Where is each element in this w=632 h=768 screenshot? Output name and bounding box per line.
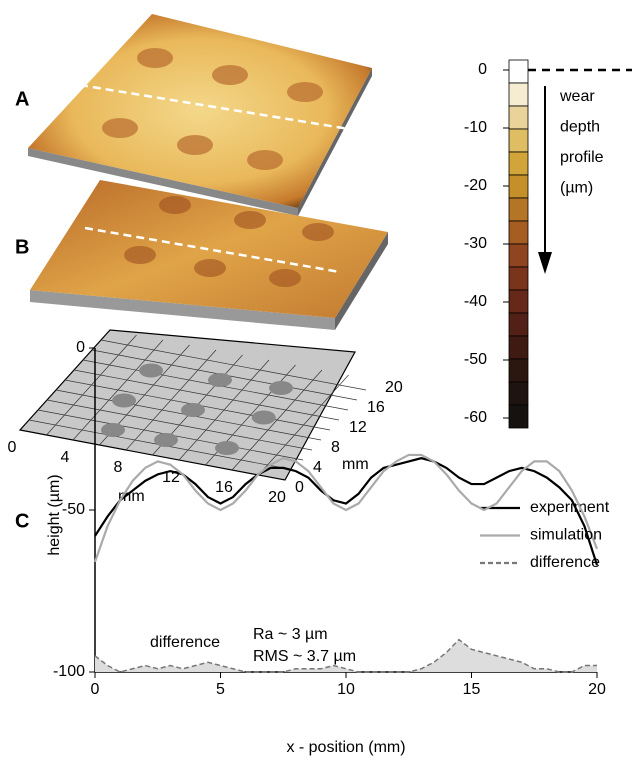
- legend-label: simulation: [530, 527, 602, 544]
- wear-spot: [251, 410, 276, 425]
- wear-spot: [181, 403, 205, 417]
- surface-a: [28, 14, 372, 216]
- color-swatch: [508, 358, 529, 383]
- wear-spot: [101, 423, 125, 437]
- map-grid-line: [100, 339, 367, 391]
- panel-label: B: [15, 236, 29, 258]
- legend-label: experiment: [530, 499, 610, 516]
- color-swatch: [508, 151, 529, 176]
- color-swatch: [508, 243, 529, 268]
- wear-spot: [112, 393, 137, 408]
- color-swatch: [508, 220, 529, 245]
- color-swatch: [508, 82, 529, 107]
- colorbar-tick-label: -30: [464, 235, 487, 252]
- colorbar-label: profile: [560, 149, 604, 166]
- map-y-tick-label: 4: [313, 459, 322, 476]
- map-x-tick-label: 16: [215, 479, 233, 496]
- map-y-tick-label: 0: [295, 479, 304, 496]
- colorbar-tick-label: -60: [464, 409, 487, 426]
- map-grid-line: [231, 369, 323, 471]
- series-line: [93, 453, 599, 563]
- wear-spot: [215, 441, 239, 455]
- color-swatch: [508, 174, 529, 199]
- map-x-tick-label: 20: [268, 489, 286, 506]
- color-swatch: [508, 381, 529, 406]
- map-grid-line: [178, 359, 270, 461]
- series-line: [94, 638, 597, 673]
- x-tick-label: 20: [588, 681, 606, 698]
- colorbar-tick-label: -10: [464, 119, 487, 136]
- y-tick-label: -100: [53, 663, 85, 680]
- color-swatch: [508, 197, 529, 222]
- x-axis-label: x - position (mm): [286, 739, 405, 756]
- color-swatch: [508, 404, 529, 429]
- y-axis-label: height (µm): [46, 474, 63, 555]
- surface-b: [30, 180, 388, 330]
- color-swatch: [508, 59, 529, 84]
- map-grid-line: [73, 369, 340, 421]
- map-y-tick-label: 8: [331, 439, 340, 456]
- colorbar-label: depth: [560, 119, 600, 136]
- map-x-tick-label: 0: [8, 439, 17, 456]
- colorbar-tick-label: -20: [464, 177, 487, 194]
- wear-spot: [208, 373, 232, 387]
- wear-spot: [269, 381, 293, 395]
- color-swatch: [508, 105, 529, 130]
- x-tick-label: 15: [463, 681, 481, 698]
- annotation: difference: [150, 634, 220, 651]
- panel-label: A: [15, 88, 29, 110]
- wear-spot: [154, 433, 178, 447]
- y-tick-label: -50: [62, 501, 85, 518]
- annotation: Ra ~ 3 µm: [253, 626, 328, 643]
- panel-label: C: [15, 510, 29, 532]
- colorbar-label: wear: [559, 88, 595, 105]
- colorbar-tick-label: -50: [464, 351, 487, 368]
- color-swatch: [508, 128, 529, 153]
- color-swatch: [508, 289, 529, 314]
- map-x-tick-label: 8: [114, 459, 123, 476]
- color-swatch: [508, 335, 529, 360]
- legend-label: difference: [530, 554, 600, 571]
- map-grid-line: [258, 374, 349, 476]
- x-tick-label: 0: [91, 681, 100, 698]
- color-swatch: [508, 266, 529, 291]
- x-tick-label: 10: [337, 681, 355, 698]
- map-x-tick-label: 4: [61, 449, 70, 466]
- colorbar-tick-label: -40: [464, 293, 487, 310]
- difference-area: [95, 639, 597, 672]
- annotation: RMS ~ 3.7 µm: [253, 648, 356, 665]
- series-line: [94, 457, 599, 566]
- map-y-tick-label: 20: [385, 379, 403, 396]
- color-swatch: [508, 312, 529, 337]
- map-y-tick-label: 12: [349, 419, 367, 436]
- map-y-tick-label: 16: [367, 399, 385, 416]
- map-y-label: mm: [342, 456, 369, 473]
- x-tick-label: 5: [216, 681, 225, 698]
- colorbar-label: (µm): [560, 180, 593, 197]
- wear-spot: [139, 363, 164, 378]
- grid-map: [18, 329, 367, 481]
- colorbar-tick-label: 0: [478, 61, 487, 78]
- arrow-head: [538, 252, 552, 274]
- y-tick-label: 0: [76, 339, 85, 356]
